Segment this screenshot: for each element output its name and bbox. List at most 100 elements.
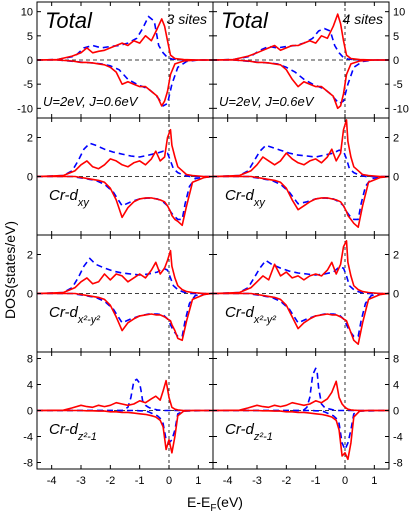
dos-curve-solid-spin-up bbox=[212, 119, 389, 178]
y-axis-label: DOS(states/eV) bbox=[2, 221, 18, 319]
y-tick-label: 0 bbox=[27, 289, 33, 301]
x-tick-label: -1 bbox=[135, 475, 145, 487]
orbital-label: Cr-dxy bbox=[49, 187, 90, 209]
x-tick-label: 1 bbox=[371, 475, 377, 487]
y-tick-label: 0 bbox=[393, 289, 399, 301]
orbital-label: Cr-dz²-1 bbox=[225, 421, 273, 443]
dos-curve-solid-spin-up bbox=[36, 379, 213, 412]
x-tick-label: -4 bbox=[223, 475, 233, 487]
orbital-label-subscript: z²-1 bbox=[77, 431, 97, 443]
dos-curve-solid-spin-down bbox=[213, 175, 390, 228]
dos-panel-r1-c0 bbox=[36, 118, 214, 235]
dos-curve-solid-spin-up bbox=[36, 128, 213, 178]
x-tick-label: -4 bbox=[47, 475, 57, 487]
orbital-label-main: Cr-d bbox=[49, 421, 79, 438]
y-tick-label: 4 bbox=[27, 380, 33, 392]
x-tick-label: -3 bbox=[76, 475, 86, 487]
y-tick-label: -4 bbox=[23, 432, 33, 444]
dos-panel-r3-c1 bbox=[212, 352, 390, 469]
dos-curve-solid-spin-down bbox=[213, 409, 389, 461]
dos-panel-r1-c1 bbox=[212, 118, 390, 235]
y-tick-label: 2 bbox=[27, 133, 33, 145]
dos-curve-dashed-spin-up bbox=[213, 367, 389, 412]
x-axis-label-unit: (eV) bbox=[217, 494, 243, 510]
orbital-label-subscript: xy bbox=[253, 197, 267, 209]
x-tick-label: -2 bbox=[105, 475, 115, 487]
y-tick-label: 0 bbox=[393, 172, 399, 184]
dos-curve-solid-spin-up bbox=[212, 13, 389, 61]
dos-panel-r3-c0 bbox=[36, 352, 214, 469]
y-tick-label: -4 bbox=[393, 432, 403, 444]
dos-curve-dashed-spin-up bbox=[36, 257, 213, 295]
y-tick-label: 0 bbox=[27, 406, 33, 418]
x-axis-label-subscript: F bbox=[210, 503, 216, 514]
y-tick-label: 4 bbox=[393, 380, 399, 392]
y-tick-label: 8 bbox=[27, 354, 33, 366]
orbital-label-main: Cr-d bbox=[225, 187, 255, 204]
dos-curve-dashed-spin-down bbox=[213, 409, 390, 451]
y-tick-label: 5 bbox=[27, 31, 33, 43]
x-tick-label: 1 bbox=[195, 475, 201, 487]
dos-curve-solid-spin-down bbox=[37, 409, 213, 454]
orbital-label: Cr-dz²-1 bbox=[49, 421, 97, 443]
x-tick-label: -1 bbox=[311, 475, 321, 487]
dos-curve-solid-spin-down bbox=[213, 59, 389, 110]
y-tick-label: 0 bbox=[393, 406, 399, 418]
y-tick-label: 0 bbox=[27, 55, 33, 67]
orbital-label-main: Cr-d bbox=[49, 187, 79, 204]
y-tick-label: 2 bbox=[393, 133, 399, 145]
x-axis-label: E-EF(eV) bbox=[187, 494, 243, 514]
y-tick-label: 2 bbox=[27, 250, 33, 262]
panel-label-total: Total bbox=[221, 8, 269, 33]
orbital-label-subscript: x²-y² bbox=[77, 314, 100, 326]
orbital-label-main: Cr-d bbox=[225, 421, 255, 438]
x-tick-label: 0 bbox=[166, 475, 172, 487]
dos-curve-solid-spin-down bbox=[37, 59, 213, 107]
dos-curve-solid-spin-up bbox=[212, 240, 389, 295]
orbital-label: Cr-dx²-y² bbox=[225, 304, 276, 326]
dos-panel-r2-c0 bbox=[36, 235, 214, 352]
interaction-note: U=2eV, J=0.6eV bbox=[219, 94, 315, 109]
sites-label: 3 sites bbox=[167, 11, 207, 27]
x-tick-label: 0 bbox=[342, 475, 348, 487]
y-tick-label: -8 bbox=[23, 458, 33, 470]
dos-panel-r0-c0 bbox=[36, 2, 213, 118]
orbital-label-main: Cr-d bbox=[225, 304, 255, 321]
orbital-label-subscript: x²-y² bbox=[253, 314, 276, 326]
x-tick-label: -3 bbox=[252, 475, 262, 487]
y-tick-label: 0 bbox=[393, 55, 399, 67]
dos-curve-dashed-spin-down bbox=[37, 409, 214, 444]
dos-curve-solid-spin-up bbox=[36, 18, 213, 61]
dos-curve-solid-spin-down bbox=[37, 292, 214, 342]
y-tick-label: -5 bbox=[23, 79, 33, 91]
orbital-label: Cr-dx²-y² bbox=[49, 304, 100, 326]
panel-label-total: Total bbox=[45, 8, 93, 33]
orbital-label: Cr-dxy bbox=[225, 187, 266, 209]
y-tick-label: -10 bbox=[393, 103, 409, 115]
dos-panel-r0-c1 bbox=[212, 2, 389, 118]
interaction-note: U=2eV, J=0.6eV bbox=[43, 94, 139, 109]
y-tick-label: 8 bbox=[393, 354, 399, 366]
y-tick-label: -8 bbox=[393, 458, 403, 470]
dos-curve-dashed-spin-up bbox=[36, 15, 213, 61]
dos-curve-solid-spin-down bbox=[37, 175, 214, 227]
dos-curve-solid-spin-down bbox=[213, 292, 390, 346]
orbital-label-main: Cr-d bbox=[49, 304, 79, 321]
dos-curve-dashed-spin-up bbox=[212, 259, 389, 295]
x-axis-label-main: E-E bbox=[187, 494, 210, 510]
y-tick-label: 5 bbox=[393, 31, 399, 43]
orbital-label-subscript: z²-1 bbox=[253, 431, 273, 443]
y-tick-label: -10 bbox=[17, 103, 33, 115]
y-tick-label: 10 bbox=[21, 7, 33, 19]
y-tick-label: -5 bbox=[393, 79, 403, 91]
dos-curve-solid-spin-up bbox=[36, 249, 213, 295]
y-tick-label: 0 bbox=[27, 172, 33, 184]
dos-curve-dashed-spin-up bbox=[212, 144, 389, 178]
dos-curve-solid-spin-up bbox=[212, 380, 389, 412]
dos-curve-dashed-spin-up bbox=[36, 142, 213, 178]
dos-panel-r2-c1 bbox=[212, 235, 390, 352]
dos-curve-dashed-spin-up bbox=[37, 378, 213, 412]
y-tick-label: 10 bbox=[393, 7, 405, 19]
